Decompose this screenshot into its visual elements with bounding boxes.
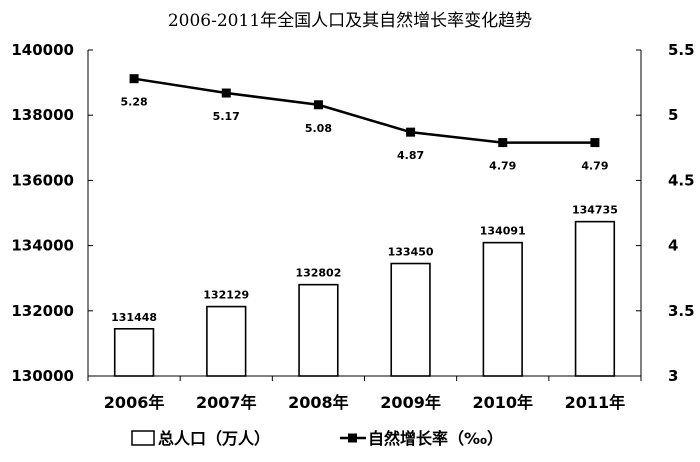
y-left-tick-label: 134000 (11, 237, 74, 255)
y-left-tick-label: 138000 (11, 106, 74, 124)
growth-rate-label: 4.79 (489, 160, 516, 173)
growth-rate-marker (406, 127, 416, 137)
population-bar (390, 262, 431, 377)
population-bar (206, 305, 247, 377)
y-right-tick-label: 3.5 (668, 302, 695, 320)
legend-line-marker (348, 433, 357, 443)
axes-group: 130000 132000 134000 136000 138000 140000 3 3.5… (11, 41, 694, 412)
legend-bar-label: 总人口（万人） (158, 429, 270, 448)
population-bar (113, 327, 155, 377)
population-bar (574, 220, 616, 377)
y-left-tick-label: 130000 (11, 367, 74, 385)
y-left-tick-label: 140000 (11, 41, 74, 59)
y-right-tick-label: 5.5 (668, 41, 695, 59)
growth-rate-line (133, 77, 595, 144)
x-tick-label: 2006年 (104, 393, 165, 412)
population-bar (298, 283, 339, 377)
growth-rate-label: 5.28 (121, 96, 148, 109)
x-tick-label: 2007年 (196, 393, 257, 412)
growth-rate-label: 5.08 (305, 122, 332, 135)
y-right-tick-label: 3 (668, 367, 678, 385)
x-tick-label: 2010年 (472, 393, 533, 412)
population-bar-label: 134735 (572, 204, 618, 217)
growth-rate-marker (313, 100, 323, 110)
bars-group: 131448 132129 132802 133450 134091 134735 (111, 204, 618, 377)
line-group: 5.28 5.17 5.08 4.87 4.79 4.79 (121, 74, 608, 173)
legend-line-label: 自然增长率（‰） (368, 429, 503, 448)
population-bar-label: 132802 (295, 267, 341, 280)
y-left-tick-label: 132000 (11, 302, 74, 320)
chart-title: 2006-2011年全国人口及其自然增长率变化趋势 (167, 11, 533, 31)
growth-rate-label: 4.87 (397, 149, 424, 162)
growth-rate-label: 5.17 (213, 110, 240, 123)
growth-rate-marker (498, 138, 508, 148)
population-bar-label: 134091 (480, 225, 526, 238)
y-left-tick-label: 136000 (11, 171, 74, 189)
population-bar-label: 131448 (111, 311, 157, 324)
y-right-tick-label: 5 (668, 106, 678, 124)
x-tick-label: 2009年 (380, 393, 441, 412)
y-right-tick-label: 4 (668, 237, 678, 255)
growth-rate-marker (590, 138, 600, 148)
growth-rate-marker (129, 74, 139, 84)
population-bar (482, 241, 523, 377)
growth-rate-label: 4.79 (581, 160, 608, 173)
legend: 总人口（万人） 自然增长率（‰） (131, 429, 503, 448)
y-right-tick-label: 4.5 (668, 171, 695, 189)
population-bar-label: 133450 (388, 246, 434, 259)
x-tick-label: 2008年 (288, 393, 349, 412)
legend-bar-swatch (131, 430, 155, 446)
growth-rate-marker (221, 88, 231, 98)
x-tick-label: 2011年 (565, 393, 626, 412)
population-bar-label: 132129 (203, 289, 249, 302)
